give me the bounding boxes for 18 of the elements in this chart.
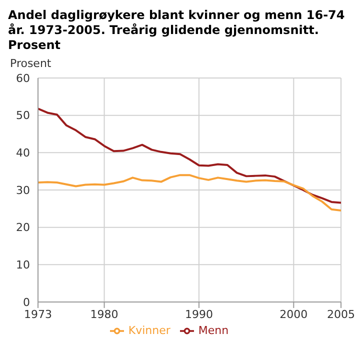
x-tick-label: 1973 — [24, 308, 52, 321]
y-tick-label: 10 — [16, 258, 30, 272]
line-series — [38, 108, 341, 204]
x-tick-label: 1990 — [184, 308, 213, 321]
y-tick-label: 50 — [16, 109, 30, 122]
legend-label: Menn — [198, 324, 229, 338]
y-tick-label: 30 — [16, 184, 30, 197]
y-tick-label: 40 — [16, 146, 30, 160]
y-tick-label: 0 — [23, 296, 30, 309]
y-axis-title: Prosent — [10, 57, 52, 70]
y-tick-label: 60 — [16, 72, 30, 85]
chart-title: Andel dagligrøykere blant kvinner og menn 16-74 år. 1973-2005. Treårig glidende gjennomsnitt. Prosent — [8, 8, 346, 53]
x-tick-label: 1980 — [90, 308, 118, 321]
x-tick-label: 2000 — [280, 308, 308, 321]
legend-label: Kvinner — [128, 324, 170, 338]
line-series — [38, 174, 341, 212]
y-tick-label: 20 — [16, 221, 30, 234]
x-tick-label: 2005 — [327, 308, 355, 321]
